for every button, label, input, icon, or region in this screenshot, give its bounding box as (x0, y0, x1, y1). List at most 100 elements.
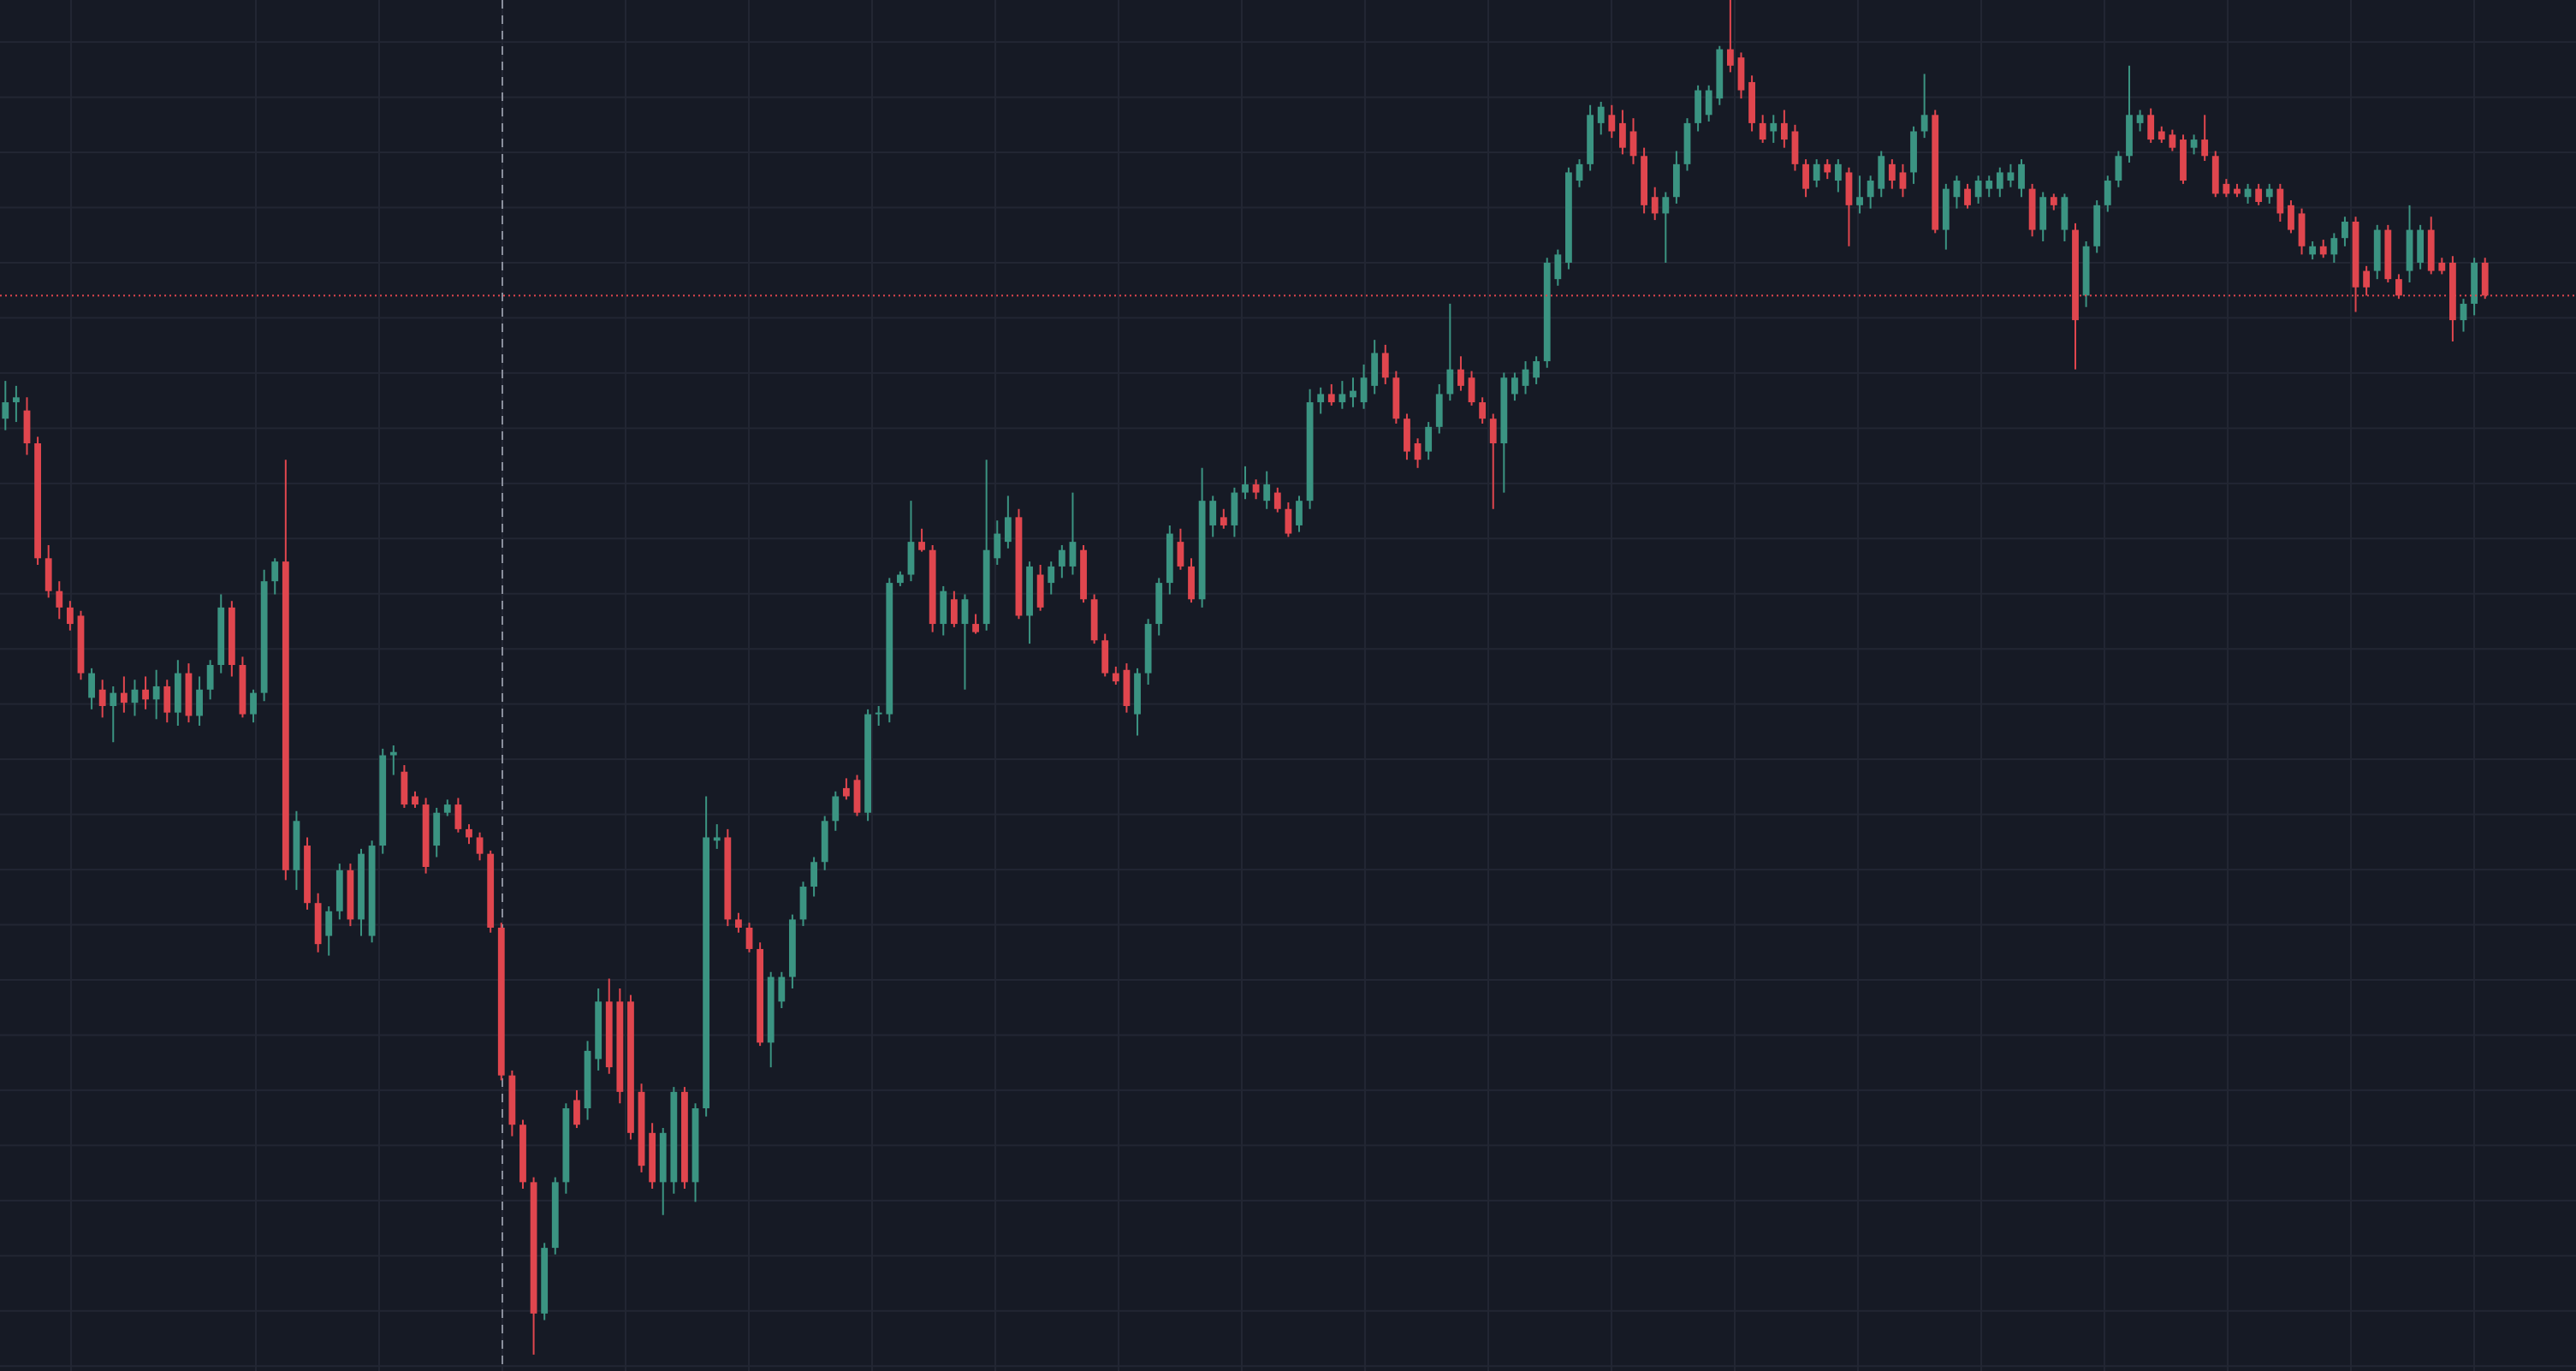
candle-body (1080, 549, 1087, 600)
candle-body (228, 607, 235, 666)
candle-body (1101, 640, 1109, 674)
candle-body (929, 549, 936, 625)
candle-body (1985, 181, 1993, 189)
candle-body (1134, 673, 1141, 715)
candle-body (1338, 394, 1346, 403)
candle-body (1942, 188, 1950, 230)
candle-body (1242, 484, 1249, 493)
candle-body (1015, 517, 1023, 616)
candle-body (757, 948, 764, 1043)
candle-body (466, 828, 472, 838)
candle-body (1953, 181, 1961, 198)
candle-body (573, 1100, 580, 1125)
candle-body (2050, 197, 2057, 205)
candle-body (2169, 134, 2176, 148)
candle-body (1888, 163, 1896, 181)
candle-body (605, 1001, 613, 1068)
price-grid (0, 41, 2576, 1368)
candle-body (66, 607, 74, 625)
candle-body (1522, 369, 1529, 386)
candle-body (368, 846, 376, 936)
candle-body (2093, 205, 2101, 246)
candle-body (2180, 139, 2187, 181)
candle-body (2438, 262, 2446, 271)
candle-body (1565, 172, 1572, 263)
candle-body (2319, 246, 2327, 255)
candle-body (314, 903, 322, 945)
candle-body (1845, 172, 1853, 205)
candle-body (1392, 377, 1400, 419)
candle-body (1489, 418, 1497, 444)
candle-body (1371, 353, 1379, 386)
candle-body (1360, 377, 1368, 403)
candle-body (799, 887, 807, 920)
candle-body (1662, 197, 1670, 214)
candle-body (1404, 418, 1410, 452)
candle-body (2190, 139, 2198, 148)
candle-body (616, 1001, 624, 1092)
candle-body (422, 804, 430, 868)
candle-body (551, 1182, 559, 1249)
candle-body (433, 812, 441, 846)
candle-body (1446, 369, 1454, 395)
candle-body (2136, 115, 2144, 123)
candle-body (1220, 517, 1227, 525)
candle-body (961, 599, 969, 625)
candle-body (1672, 163, 1680, 198)
candle-body (1629, 131, 1637, 157)
candle-body (1381, 353, 1389, 378)
candle-body (1726, 49, 1734, 66)
candle-body (982, 549, 990, 625)
candle-body (1123, 669, 1131, 706)
candle-body (670, 1091, 678, 1183)
candle-body (1641, 156, 1648, 205)
candle-body (2373, 229, 2381, 271)
candle-body (940, 591, 947, 625)
candle-body (627, 1001, 634, 1133)
candle-body (638, 1091, 645, 1166)
candle-body (1468, 377, 1475, 403)
candle-body (1554, 254, 1562, 280)
candle-body (142, 689, 149, 700)
candle-body (864, 714, 871, 813)
candle-body (2007, 172, 2015, 181)
candle-body (1576, 163, 1583, 181)
candle-body (2406, 229, 2413, 271)
candle-body (907, 542, 915, 575)
candle-body (239, 665, 246, 715)
candle-body (713, 837, 721, 841)
candle-body (1770, 122, 1778, 132)
candle-body (293, 821, 300, 870)
candle-body (1296, 501, 1303, 525)
candle-body (1479, 402, 1487, 419)
candle-body (260, 581, 268, 693)
candle-body (519, 1125, 526, 1183)
candle-body (358, 853, 365, 920)
candle-body (56, 591, 63, 608)
candle-body (681, 1091, 688, 1183)
candle-body (508, 1075, 516, 1125)
candle-body (1705, 90, 1712, 116)
candle-body (821, 821, 828, 863)
candle-body (994, 533, 1001, 559)
candle-body (1090, 599, 1098, 641)
candle-body (1026, 566, 1033, 616)
candle-body (454, 804, 462, 829)
candle-body (98, 689, 106, 706)
candle-body (2028, 188, 2036, 230)
candle-body (1273, 492, 1281, 509)
candle-body (1166, 533, 1173, 584)
candle-body (1543, 262, 1551, 362)
candle-body (1824, 163, 1831, 173)
candle-body (2471, 262, 2478, 304)
candle-body (1920, 115, 1928, 132)
candle-body (1748, 81, 1755, 123)
candle-body (1996, 172, 2003, 189)
candle-body (1802, 163, 1809, 189)
candle-body (2255, 188, 2263, 202)
candle-body (2298, 213, 2306, 246)
candle-body (584, 1050, 591, 1109)
candle-body (2449, 262, 2456, 321)
candle-body (1780, 122, 1788, 140)
candle-body (1597, 106, 1605, 123)
